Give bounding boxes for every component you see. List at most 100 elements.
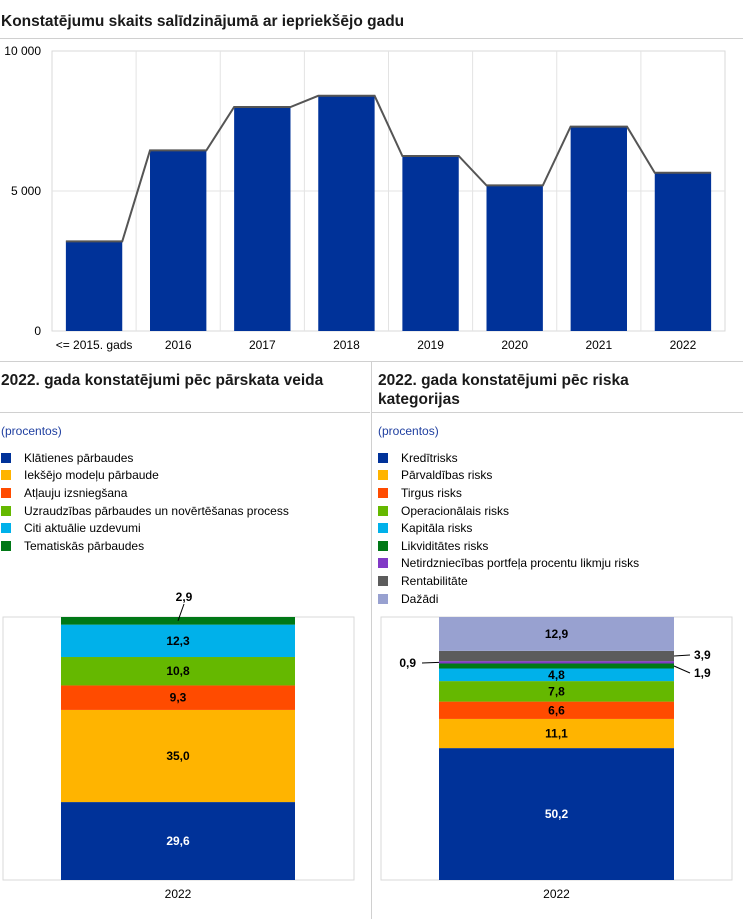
chart3-legend-swatch [378, 523, 388, 534]
chart3-legend-swatch [378, 487, 388, 498]
chart3-legend-swatch [378, 558, 388, 569]
chart3-data-label: 0,9 [399, 656, 416, 670]
chart3-legend-item: Pārvaldības risks [378, 467, 639, 485]
chart1-ytick-label: 10 000 [4, 44, 41, 58]
chart3-data-label: 7,8 [548, 684, 565, 698]
chart2-data-label: 2,9 [176, 590, 193, 604]
chart1-bar [402, 156, 459, 331]
chart3-legend-item: Netirdzniecības portfeļa procentu likmju… [378, 555, 639, 573]
chart3-callout-line [673, 665, 691, 674]
chart3-legend: Kredītrisks Pārvaldības risks Tirgus risks… [378, 449, 639, 607]
chart1-xtick-label: 2019 [417, 338, 444, 352]
chart3-legend-label: Netirdzniecības portfeļa procentu likmju… [401, 556, 640, 571]
chart2-segment [61, 624, 295, 658]
chart3-segment [439, 718, 674, 749]
chart3-legend-label: Pārvaldības risks [401, 468, 493, 483]
chart3-title-rule [372, 412, 743, 413]
chart2-stacked-bar: 29,6 35,0 9,3 10,8 12,3 2,9 2022 [2, 590, 355, 901]
chart1-bottom-rule [0, 361, 743, 362]
chart2-legend-label: Iekšējo modeļu pārbaude [24, 468, 159, 483]
chart3-segment [439, 748, 674, 880]
chart2-legend-item: Klātienes pārbaudes [1, 449, 289, 467]
chart3-data-label: 6,6 [548, 703, 565, 717]
chart2-legend-label: Atļauju izsniegšana [24, 485, 128, 500]
chart3-legend-swatch [378, 452, 388, 463]
chart2-subtitle: (procentos) [1, 424, 62, 438]
chart3-legend-item: Dažādi [378, 590, 639, 608]
chart1-bar [570, 126, 627, 331]
chart2-segment [61, 657, 295, 686]
chart3-data-label: 50,2 [545, 807, 569, 821]
chart1-bar-chart: 0 5 000 10 000 <= 2015. gads 2016 2017 2018 201… [4, 44, 726, 352]
chart3-legend-item: Kredītrisks [378, 449, 639, 467]
chart1-bar [654, 172, 712, 331]
chart3-title: 2022. gada konstatējumi pēc riska katego… [378, 372, 629, 408]
chart3-xtick-label: 2022 [543, 887, 570, 901]
chart2-legend-item: Tematiskās pārbaudes [1, 537, 289, 555]
chart3-segment [439, 661, 674, 664]
chart1-bar [150, 150, 207, 331]
chart1-ytick-label: 5 000 [11, 184, 41, 198]
chart1-xtick-label: 2017 [249, 338, 276, 352]
chart2-title: 2022. gada konstatējumi pēc pārskata vei… [1, 372, 324, 389]
chart2-legend-swatch [1, 505, 11, 516]
chart3-segment [439, 668, 674, 682]
chart3-callout-line [421, 661, 440, 664]
chart1-line-series [65, 94, 712, 243]
chart1-xtick-label: 2016 [165, 338, 192, 352]
chart2-data-label: 12,3 [166, 634, 190, 648]
chart2-legend-item: Citi aktuālie uzdevumi [1, 519, 289, 537]
chart2-legend-label: Uzraudzības pārbaudes un novērtēšanas pr… [24, 503, 289, 518]
chart2-segment [61, 709, 295, 803]
chart3-legend-swatch [378, 505, 388, 516]
chart2-legend-label: Klātienes pārbaudes [24, 450, 134, 465]
chart2-legend-swatch [1, 540, 11, 551]
chart1-ytick-label: 0 [34, 324, 41, 338]
chart3-data-label: 1,9 [694, 666, 711, 680]
chart2-legend-swatch [1, 470, 11, 481]
chart1-title: Konstatējumu skaits salīdzinājumā ar iep… [1, 13, 405, 30]
chart2-title-rule [0, 412, 370, 413]
chart3-legend-swatch [378, 593, 388, 604]
chart3-data-label: 11,1 [545, 727, 568, 741]
chart3-legend-item: Kapitāla risks [378, 519, 639, 537]
chart3-data-label: 4,8 [548, 668, 565, 682]
chart1-xtick-label: 2018 [333, 338, 360, 352]
chart2-legend-label: Tematiskās pārbaudes [24, 538, 145, 553]
chart2-xtick-label: 2022 [165, 887, 192, 901]
chart2-data-label: 29,6 [166, 834, 190, 848]
chart3-legend-item: Tirgus risks [378, 484, 639, 502]
chart3-legend-label: Kredītrisks [401, 450, 458, 465]
chart2-legend-item: Iekšējo modeļu pārbaude [1, 467, 289, 485]
chart1-bar [65, 241, 123, 331]
chart3-legend-label: Operacionālais risks [401, 503, 510, 518]
chart3-legend-swatch [378, 470, 388, 481]
chart1-title-rule [0, 38, 743, 39]
chart2-callout-line [177, 603, 185, 621]
panel-divider [371, 362, 372, 919]
chart3-segment [439, 650, 674, 662]
chart3-legend-item: Rentabilitāte [378, 572, 639, 590]
chart2-legend-item: Uzraudzības pārbaudes un novērtēšanas pr… [1, 502, 289, 520]
chart3-segment [439, 701, 674, 719]
chart1-bar [318, 95, 375, 331]
chart3-legend-item: Likviditātes risks [378, 537, 639, 555]
chart2-segment [61, 802, 295, 880]
chart2-data-label: 10,8 [166, 664, 190, 678]
chart3-segment [439, 663, 674, 669]
chart2-legend-swatch [1, 487, 11, 498]
chart3-legend-label: Tirgus risks [401, 485, 462, 500]
chart3-segment [439, 681, 674, 702]
chart3-callout-line [673, 654, 691, 657]
chart1-xtick-label: 2020 [501, 338, 528, 352]
chart3-legend-label: Rentabilitāte [401, 573, 468, 588]
chart2-legend-swatch [1, 452, 11, 463]
chart3-legend-swatch [378, 540, 388, 551]
chart1-xtick-label: <= 2015. gads [56, 338, 133, 352]
chart3-data-label: 3,9 [694, 648, 711, 662]
chart2-segment [61, 685, 295, 710]
chart3-legend-swatch [378, 575, 388, 586]
chart1-xtick-label: 2021 [585, 338, 612, 352]
chart3-data-label: 12,9 [545, 627, 569, 641]
